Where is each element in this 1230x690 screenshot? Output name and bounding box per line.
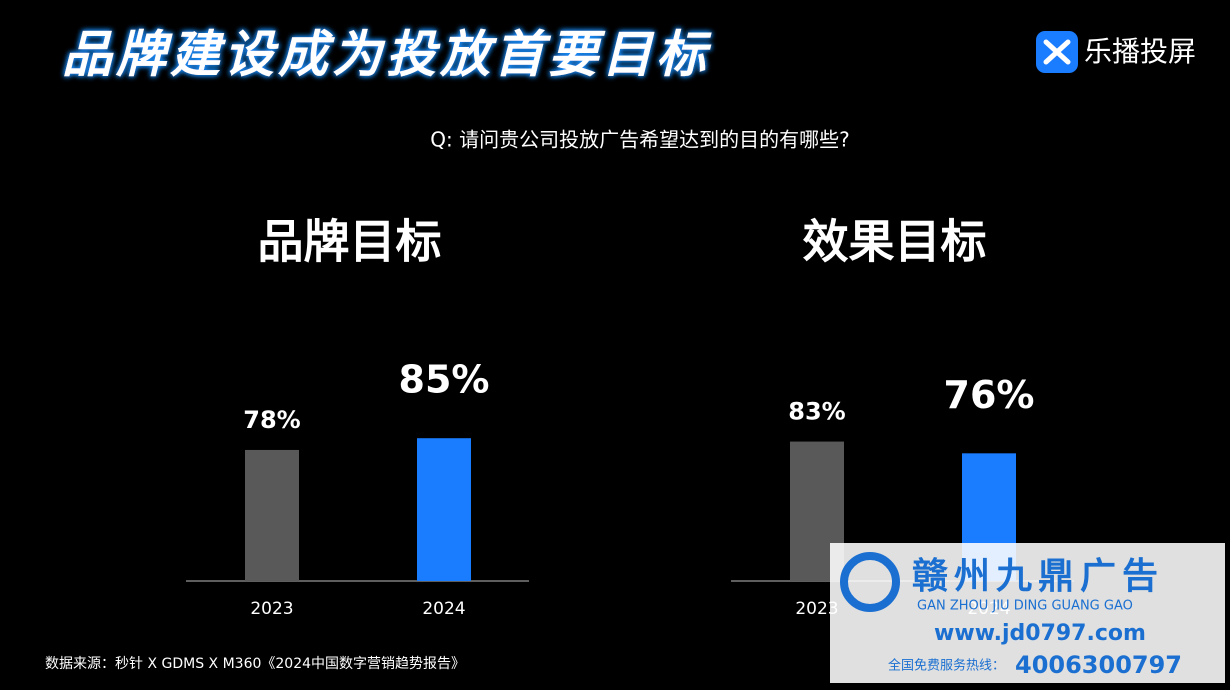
source: 数据来源：秒针 X GDMS X M360《2024中国数字营销趋势报告》 bbox=[45, 656, 465, 672]
watermark-pinyin: GAN ZHOU JIU DING GUANG GAO bbox=[917, 599, 1133, 614]
x-tick-label: 2023 bbox=[250, 599, 293, 619]
watermark-icon bbox=[840, 552, 900, 612]
chart-title: 品牌目标 bbox=[258, 215, 442, 269]
logo-text: 乐播投屏 bbox=[1084, 35, 1196, 68]
bar bbox=[245, 449, 299, 581]
value-label: 76% bbox=[944, 373, 1035, 417]
bar bbox=[417, 438, 471, 581]
x-tick-label: 2024 bbox=[422, 599, 465, 619]
watermark-url: www.jd0797.com bbox=[934, 621, 1146, 646]
watermark-hotline: 4006300797 bbox=[1015, 651, 1182, 679]
main-title: 品牌建设成为投放首要目标 bbox=[62, 26, 712, 84]
watermark-hotline-label: 全国免费服务热线： bbox=[888, 658, 1005, 674]
question: Q: 请问贵公司投放广告希望达到的目的有哪些? bbox=[430, 128, 849, 152]
watermark-bg bbox=[830, 543, 1225, 683]
watermark: 赣州九鼎广告 GAN ZHOU JIU DING GUANG GAO www.j… bbox=[830, 543, 1225, 683]
x-tick-label: 2023 bbox=[795, 599, 838, 619]
value-label: 85% bbox=[399, 358, 490, 402]
watermark-name: 赣州九鼎广告 bbox=[912, 556, 1164, 597]
chart-title: 效果目标 bbox=[803, 215, 987, 269]
logo-glyph bbox=[1043, 39, 1071, 65]
value-label: 83% bbox=[788, 398, 845, 426]
value-label: 78% bbox=[243, 406, 300, 434]
